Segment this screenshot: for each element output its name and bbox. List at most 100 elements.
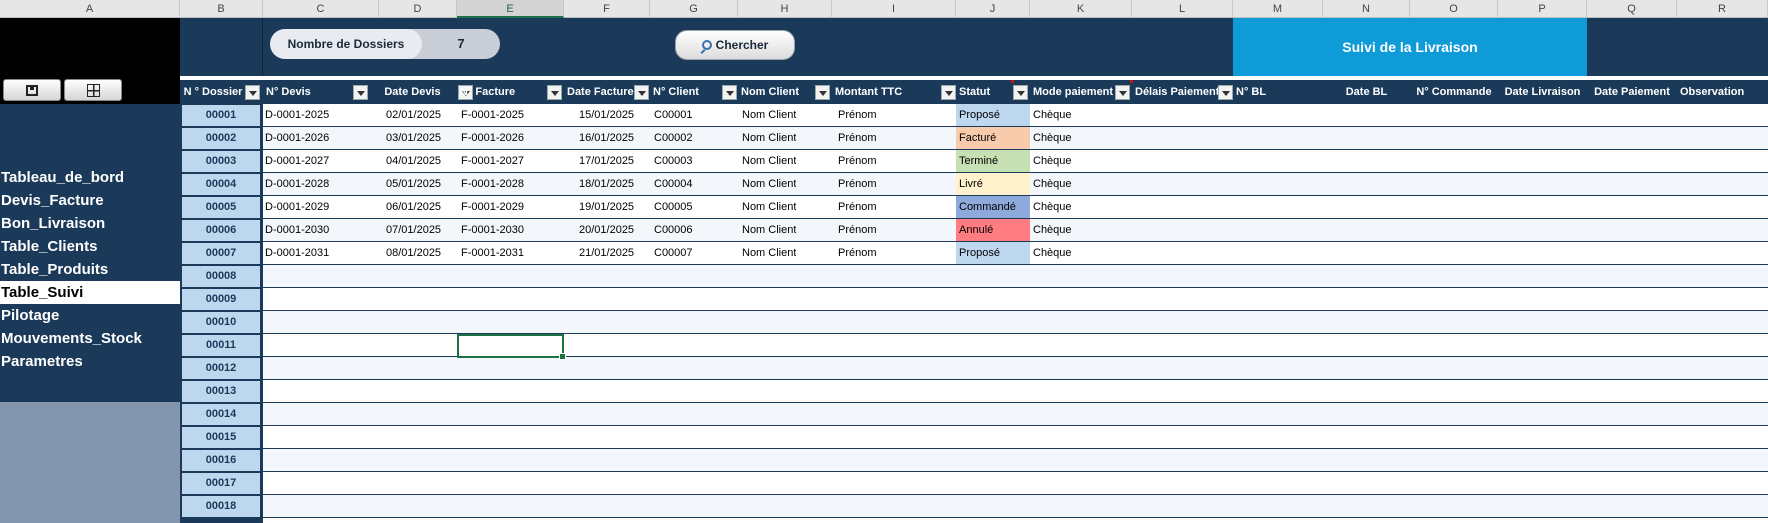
column-letter-n[interactable]: N	[1323, 0, 1410, 18]
cell-nom-client[interactable]: Nom Client	[742, 155, 797, 167]
dossier-number[interactable]: 00010	[182, 312, 260, 333]
cell-nom-client[interactable]: Nom Client	[742, 109, 797, 121]
nav-item-table-clients[interactable]: Table_Clients	[1, 238, 98, 255]
status-badge[interactable]: Livré	[956, 173, 1030, 195]
nav-item-bon-livraison[interactable]: Bon_Livraison	[1, 215, 106, 232]
cell-client[interactable]: C00004	[654, 178, 693, 190]
cell-date-devis[interactable]: 06/01/2025	[386, 201, 442, 213]
dossier-number[interactable]: 00006	[182, 220, 260, 241]
cell-facture[interactable]: F-0001-2025	[461, 109, 524, 121]
dossier-number[interactable]: 00003	[182, 151, 260, 172]
cell-date-facture[interactable]: 20/01/2025	[579, 224, 635, 236]
cell-facture[interactable]: F-0001-2031	[461, 247, 524, 259]
filter-delais-dropdown-arrow-icon[interactable]	[1218, 85, 1233, 100]
cell-nom-client[interactable]: Nom Client	[742, 201, 797, 213]
cell-date-facture[interactable]: 18/01/2025	[579, 178, 635, 190]
dossier-number[interactable]: 00014	[182, 404, 260, 425]
cell-mode-paiement[interactable]: Chèque	[1033, 132, 1072, 144]
column-letter-q[interactable]: Q	[1587, 0, 1677, 18]
save-button[interactable]	[3, 79, 61, 101]
cell-mode-paiement[interactable]: Chèque	[1033, 224, 1072, 236]
cell-date-devis[interactable]: 05/01/2025	[386, 178, 442, 190]
column-letter-k[interactable]: K	[1030, 0, 1132, 18]
filter-client-dropdown-arrow-icon[interactable]	[722, 85, 737, 100]
dossier-number[interactable]: 00018	[182, 496, 260, 517]
cell-date-facture[interactable]: 15/01/2025	[579, 109, 635, 121]
cell-date-facture[interactable]: 19/01/2025	[579, 201, 635, 213]
column-letter-m[interactable]: M	[1233, 0, 1323, 18]
cell-montant[interactable]: Prénom	[838, 109, 877, 121]
cell-devis[interactable]: D-0001-2030	[265, 224, 330, 236]
filter-devis-dropdown-arrow-icon[interactable]	[353, 85, 368, 100]
column-letter-e[interactable]: E	[457, 0, 564, 18]
filter-date-devis-dropdown-arrow-icon[interactable]	[458, 85, 473, 100]
dossier-number[interactable]: 00012	[182, 358, 260, 379]
cell-mode-paiement[interactable]: Chèque	[1033, 155, 1072, 167]
cell-montant[interactable]: Prénom	[838, 132, 877, 144]
status-badge[interactable]: Facturé	[956, 127, 1030, 149]
cell-nom-client[interactable]: Nom Client	[742, 224, 797, 236]
column-letter-a[interactable]: A	[0, 0, 180, 18]
column-letter-b[interactable]: B	[180, 0, 263, 18]
cell-facture[interactable]: F-0001-2028	[461, 178, 524, 190]
dossier-number[interactable]: 00016	[182, 450, 260, 471]
cell-devis[interactable]: D-0001-2031	[265, 247, 330, 259]
cell-date-facture[interactable]: 21/01/2025	[579, 247, 635, 259]
cell-client[interactable]: C00001	[654, 109, 693, 121]
filter-dossier-dropdown-arrow-icon[interactable]	[245, 85, 260, 100]
filter-statut-dropdown-arrow-icon[interactable]	[1013, 85, 1028, 100]
column-letter-p[interactable]: P	[1498, 0, 1587, 18]
dossier-number[interactable]: 00008	[182, 266, 260, 287]
cell-mode-paiement[interactable]: Chèque	[1033, 201, 1072, 213]
cell-client[interactable]: C00002	[654, 132, 693, 144]
cell-montant[interactable]: Prénom	[838, 201, 877, 213]
cell-date-devis[interactable]: 04/01/2025	[386, 155, 442, 167]
dossier-number[interactable]: 00004	[182, 174, 260, 195]
nav-item-devis-facture[interactable]: Devis_Facture	[1, 192, 104, 209]
column-letter-h[interactable]: H	[738, 0, 832, 18]
cell-date-devis[interactable]: 02/01/2025	[386, 109, 442, 121]
column-letter-d[interactable]: D	[379, 0, 457, 18]
dossier-number[interactable]: 00001	[182, 105, 260, 126]
cell-devis[interactable]: D-0001-2029	[265, 201, 330, 213]
filter-date-facture-dropdown-arrow-icon[interactable]	[634, 85, 649, 100]
cell-montant[interactable]: Prénom	[838, 224, 877, 236]
column-letter-f[interactable]: F	[564, 0, 650, 18]
dossier-number[interactable]: 00009	[182, 289, 260, 310]
status-badge[interactable]: Proposé	[956, 104, 1030, 126]
status-badge[interactable]: Proposé	[956, 242, 1030, 264]
cell-mode-paiement[interactable]: Chèque	[1033, 178, 1072, 190]
cell-montant[interactable]: Prénom	[838, 178, 877, 190]
cell-facture[interactable]: F-0001-2026	[461, 132, 524, 144]
status-badge[interactable]: Terminé	[956, 150, 1030, 172]
nav-item-mouvements-stock[interactable]: Mouvements_Stock	[1, 330, 142, 347]
column-letter-r[interactable]: R	[1677, 0, 1768, 18]
column-letter-g[interactable]: G	[650, 0, 738, 18]
cell-client[interactable]: C00005	[654, 201, 693, 213]
dossier-number[interactable]: 00015	[182, 427, 260, 448]
cell-date-devis[interactable]: 03/01/2025	[386, 132, 442, 144]
column-letter-j[interactable]: J	[956, 0, 1030, 18]
cell-devis[interactable]: D-0001-2027	[265, 155, 330, 167]
filter-facture-dropdown-arrow-icon[interactable]	[547, 85, 562, 100]
nav-item-table-suivi[interactable]: Table_Suivi	[0, 281, 180, 304]
column-letter-l[interactable]: L	[1132, 0, 1233, 18]
cell-devis[interactable]: D-0001-2026	[265, 132, 330, 144]
filter-mode-paiement-dropdown-arrow-icon[interactable]	[1115, 85, 1130, 100]
cell-date-devis[interactable]: 07/01/2025	[386, 224, 442, 236]
cell-client[interactable]: C00007	[654, 247, 693, 259]
filter-montant-dropdown-arrow-icon[interactable]	[941, 85, 956, 100]
dossier-number[interactable]: 00002	[182, 128, 260, 149]
cell-montant[interactable]: Prénom	[838, 155, 877, 167]
dossier-number[interactable]: 00007	[182, 243, 260, 264]
selected-cell[interactable]	[457, 334, 566, 360]
cell-devis[interactable]: D-0001-2028	[265, 178, 330, 190]
nav-item-tableau-de-bord[interactable]: Tableau_de_bord	[1, 169, 125, 186]
cell-nom-client[interactable]: Nom Client	[742, 132, 797, 144]
status-badge[interactable]: Commandé	[956, 196, 1030, 218]
cell-date-facture[interactable]: 17/01/2025	[579, 155, 635, 167]
nav-item-parametres[interactable]: Parametres	[1, 353, 83, 370]
cell-nom-client[interactable]: Nom Client	[742, 178, 797, 190]
column-letter-o[interactable]: O	[1410, 0, 1498, 18]
dossier-number[interactable]: 00017	[182, 473, 260, 494]
